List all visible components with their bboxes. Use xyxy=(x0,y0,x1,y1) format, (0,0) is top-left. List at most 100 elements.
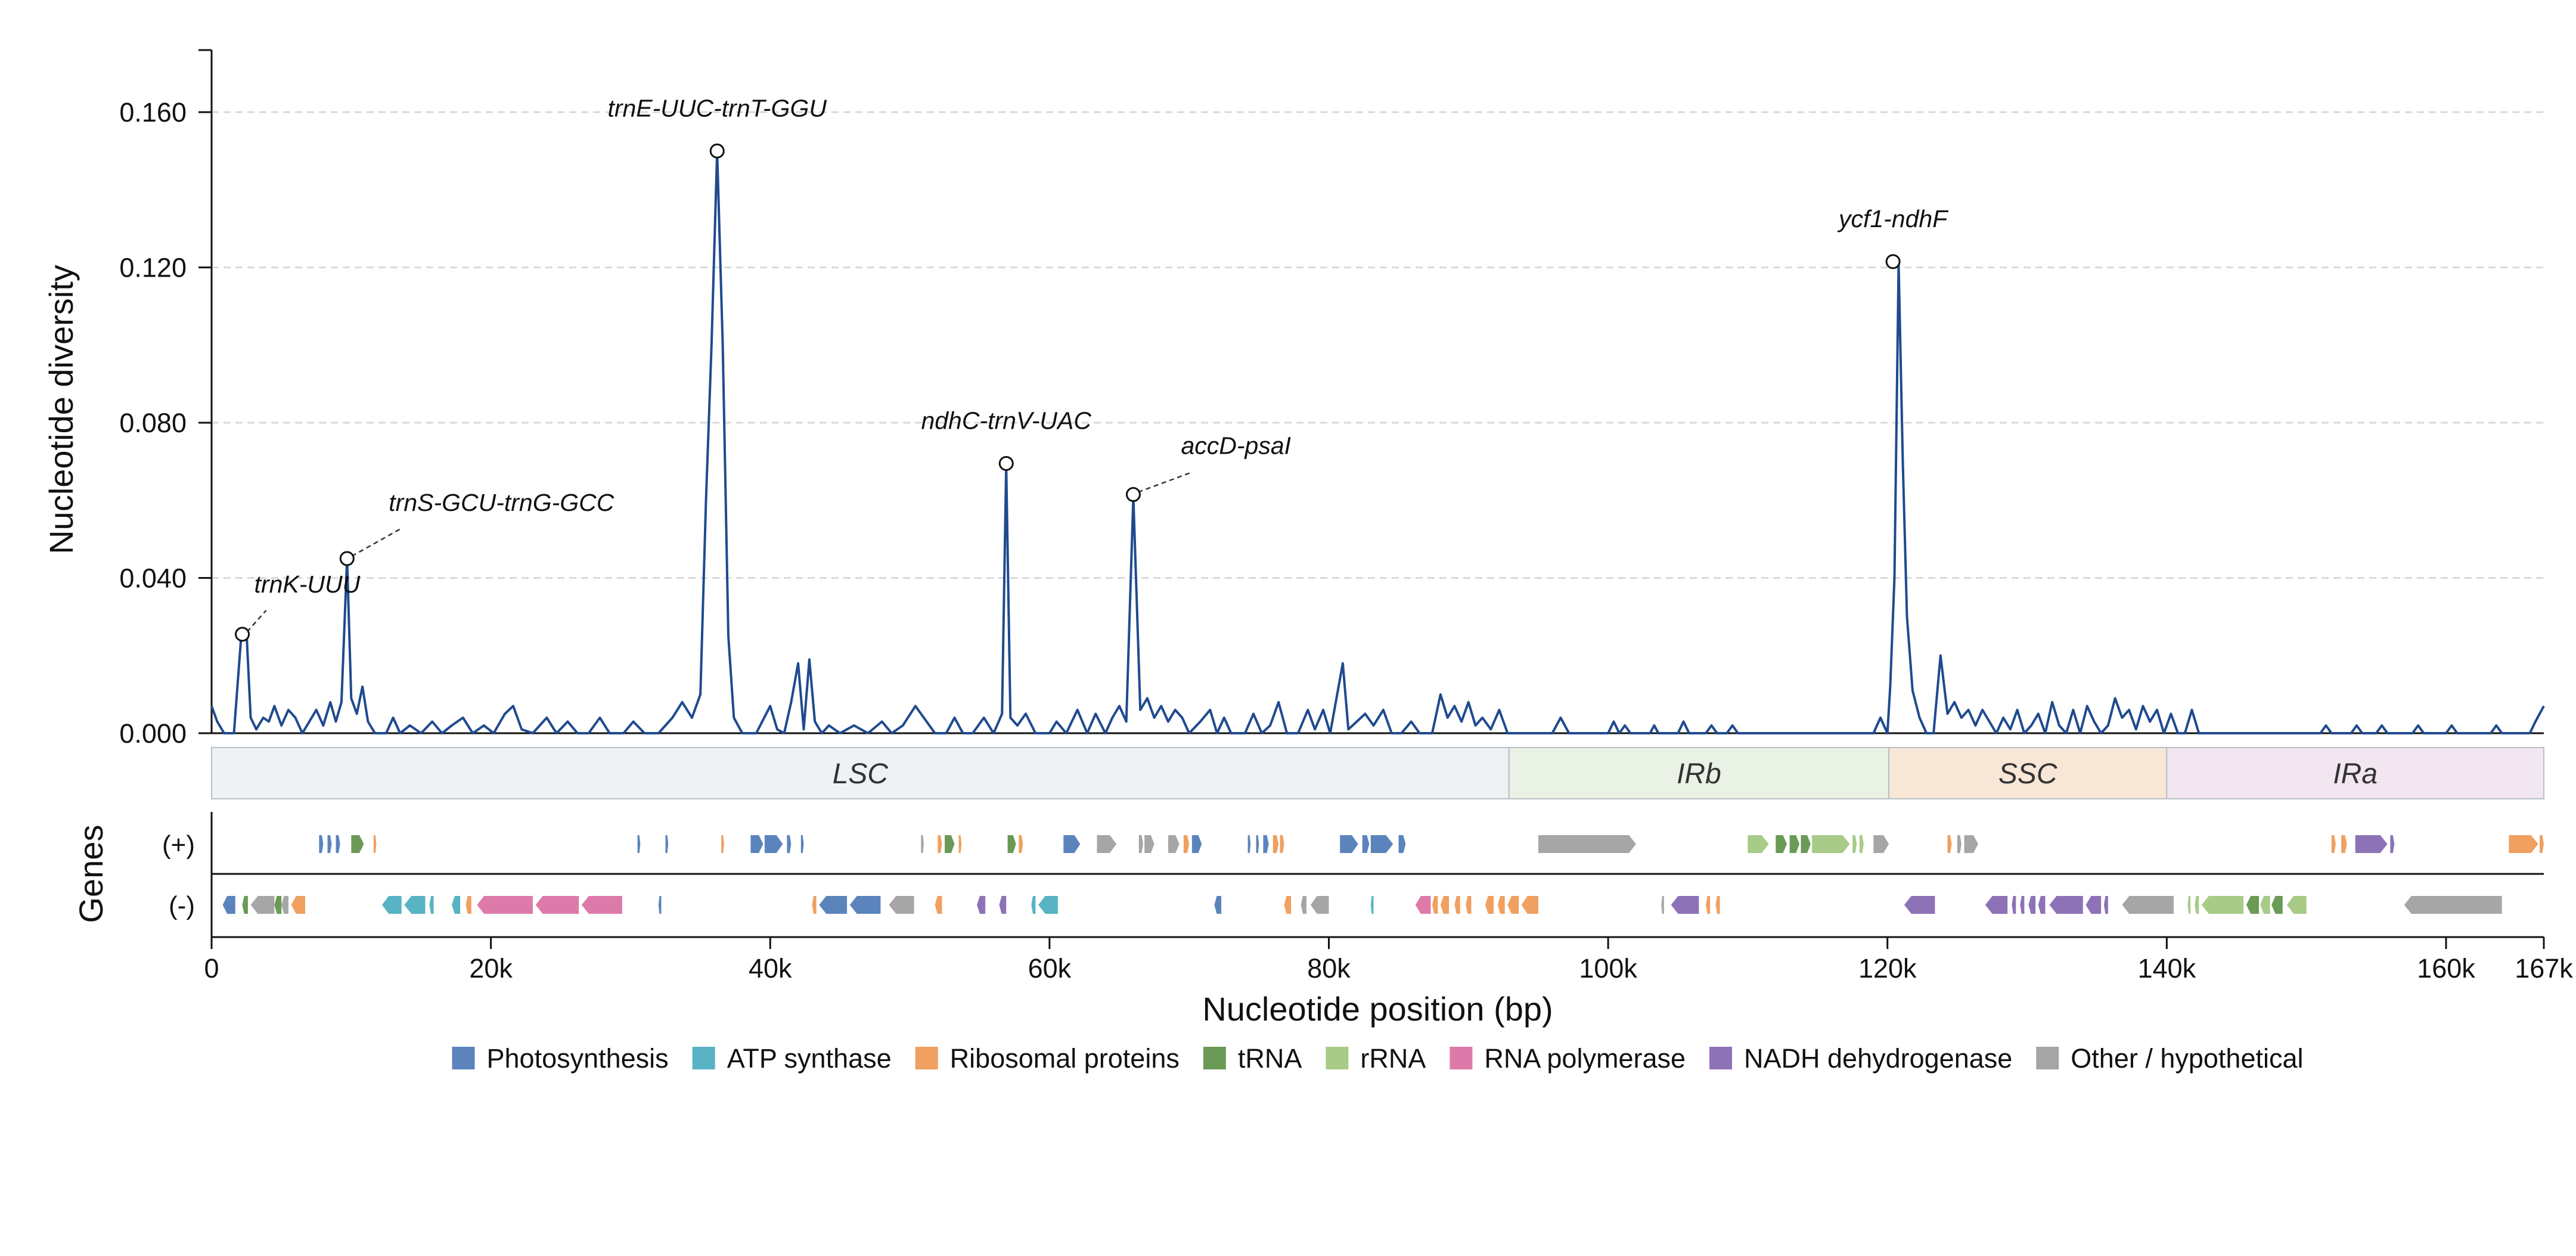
gene-plus-strand xyxy=(351,835,364,853)
peak-leader-line xyxy=(246,610,267,632)
gene-plus-strand xyxy=(1273,835,1279,853)
x-tick-label: 20k xyxy=(469,953,513,984)
gene-minus-strand xyxy=(1284,896,1292,914)
gene-minus-strand xyxy=(935,896,942,914)
gene-plus-strand xyxy=(1370,835,1393,853)
peak-label: trnK-UUU xyxy=(255,570,361,598)
gene-minus-strand xyxy=(2195,896,2199,914)
gene-plus-strand xyxy=(2390,835,2395,853)
gene-minus-strand xyxy=(2201,896,2244,914)
x-axis-title: Nucleotide position (bp) xyxy=(1202,990,1553,1028)
region-band-ssc xyxy=(1888,747,2168,799)
gene-minus-strand xyxy=(812,896,817,914)
peak-leader-line xyxy=(351,528,401,557)
gene-minus-strand xyxy=(1498,896,1505,914)
legend-swatch-rrna xyxy=(1326,1047,1349,1069)
gene-minus-strand xyxy=(1985,896,2008,914)
y-tick-group: 0.000 0.040 0.080 0.120 0.160 xyxy=(119,97,212,749)
gene-plus-strand xyxy=(921,835,924,853)
gene-minus-strand xyxy=(1671,896,1699,914)
gene-plus-strand xyxy=(637,835,641,853)
peak-marker xyxy=(998,455,1014,471)
axis-title-group: Nucleotide diversity Nucleotide position… xyxy=(42,265,1553,1028)
x-tick-label: 167k xyxy=(2515,953,2573,984)
x-tick-label: 40k xyxy=(749,953,792,984)
gene-plus-strand xyxy=(1138,835,1143,853)
legend-label-rnap: RNA polymerase xyxy=(1484,1043,1686,1074)
gene-plus-strand xyxy=(1256,835,1259,853)
gene-plus-strand xyxy=(721,835,724,853)
gene-plus-strand xyxy=(764,835,783,853)
y-tick-label: 0.000 xyxy=(119,718,187,749)
gene-minus-strand xyxy=(1031,896,1036,914)
gene-minus-strand xyxy=(2271,896,2283,914)
y-tick-label: 0.080 xyxy=(119,408,187,438)
minus-strand-label: (-) xyxy=(169,891,195,920)
gene-minus-strand xyxy=(281,896,288,914)
gene-minus-strand xyxy=(581,896,622,914)
gene-minus-strand xyxy=(452,896,461,914)
x-tick-group: 0 20k 40k 60k 80k 100k 120k 140k 160k 167k xyxy=(204,937,2573,984)
gene-minus-strand xyxy=(1038,896,1058,914)
gene-plus-strand xyxy=(373,835,377,853)
region-band-group: LSC IRb SSC IRa xyxy=(211,747,2545,799)
gene-plus-strand xyxy=(1964,835,1978,853)
gene-minus-strand xyxy=(1507,896,1519,914)
x-tick-label: 120k xyxy=(1858,953,1917,984)
x-tick-label: 80k xyxy=(1307,953,1351,984)
gene-plus-strand xyxy=(1063,835,1081,853)
gene-minus-strand xyxy=(2028,896,2036,914)
gene-minus-strand xyxy=(535,896,579,914)
gene-minus-strand xyxy=(274,896,282,914)
gene-plus-strand xyxy=(1873,835,1889,853)
gene-plus-strand xyxy=(327,835,332,853)
gene-minus-strand xyxy=(1715,896,1720,914)
x-tick-label: 100k xyxy=(1579,953,1637,984)
gene-plus-strand xyxy=(938,835,942,853)
gene-plus-strand xyxy=(2509,835,2538,853)
y-tick-label: 0.040 xyxy=(119,563,187,594)
peak-marker xyxy=(1885,254,1901,269)
gene-plus-strand xyxy=(958,835,962,853)
peak-label: trnE-UUC-trnT-GGU xyxy=(607,94,827,122)
legend-label-ribo: Ribosomal proteins xyxy=(950,1043,1180,1074)
gene-plus-strand xyxy=(1776,835,1787,853)
legend-label-other: Other / hypothetical xyxy=(2071,1043,2303,1074)
gene-minus-strand xyxy=(819,896,848,914)
gene-plus-strand xyxy=(2341,835,2347,853)
gene-minus-strand xyxy=(1370,896,1374,914)
peak-marker xyxy=(709,143,725,159)
gene-minus-strand xyxy=(2260,896,2270,914)
gene-plus-strand xyxy=(800,835,804,853)
gene-minus-strand xyxy=(1311,896,1329,914)
x-tick-label: 160k xyxy=(2417,953,2475,984)
gene-plus-strand xyxy=(1097,835,1117,853)
gene-plus-strand xyxy=(1789,835,1800,853)
gene-minus-strand xyxy=(429,896,434,914)
gene-minus-strand xyxy=(1440,896,1449,914)
gene-minus-strand xyxy=(2404,896,2502,914)
gene-minus-strand xyxy=(2049,896,2083,914)
gene-minus-strand xyxy=(404,896,426,914)
gene-plus-strand xyxy=(1191,835,1202,853)
gene-minus-strand xyxy=(1432,896,1438,914)
gene-minus-strand xyxy=(222,896,235,914)
gene-minus-strand xyxy=(1415,896,1431,914)
diversity-series-group xyxy=(210,150,2545,734)
gene-minus-strand xyxy=(977,896,986,914)
region-label-ira: IRa xyxy=(2333,758,2378,790)
gene-minus-strand xyxy=(849,896,881,914)
region-band-ira xyxy=(2166,747,2545,799)
gene-minus-strand xyxy=(2020,896,2025,914)
gene-plus-strand xyxy=(1852,835,1857,853)
y-axis-title: Nucleotide diversity xyxy=(42,265,80,554)
gene-track-group xyxy=(222,835,2544,914)
gene-plus-strand xyxy=(1801,835,1811,853)
legend-label-rrna: rRNA xyxy=(1360,1043,1426,1074)
gene-minus-strand xyxy=(1454,896,1460,914)
peak-label: ycf1-ndhF xyxy=(1837,205,1948,232)
gene-plus-strand xyxy=(1748,835,1769,853)
peak-annotation-group: trnK-UUU trnS-GCU-trnG-GCC trnE-UUC-trnT-G… xyxy=(235,94,1948,642)
gene-minus-strand xyxy=(2012,896,2016,914)
